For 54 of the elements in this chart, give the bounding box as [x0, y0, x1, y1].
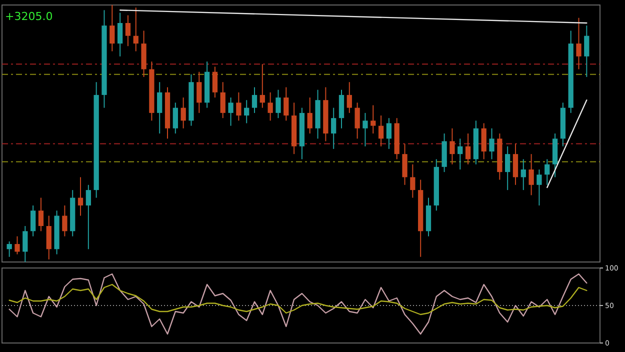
- candlestick: [520, 158, 526, 191]
- candlestick: [512, 143, 518, 186]
- candlestick: [386, 118, 392, 150]
- candlestick: [236, 92, 242, 122]
- candlestick: [576, 17, 582, 70]
- candlestick: [62, 204, 68, 237]
- candlestick: [260, 64, 265, 108]
- candlestick: [378, 115, 384, 147]
- candlestick: [133, 7, 138, 52]
- candlestick: [458, 138, 463, 170]
- candlestick: [212, 66, 218, 98]
- candlestick: [157, 82, 162, 134]
- candlestick: [252, 86, 258, 114]
- candlestick: [196, 71, 202, 114]
- candlestick: [354, 102, 360, 140]
- candlestick: [489, 128, 494, 160]
- candlestick: [220, 82, 226, 119]
- candlestick: [117, 12, 123, 57]
- candlestick: [6, 240, 12, 258]
- candlestick: [86, 184, 91, 250]
- candlestick: [38, 197, 44, 232]
- candlestick: [331, 107, 336, 150]
- candlestick: [584, 25, 590, 78]
- candlestick: [276, 89, 281, 119]
- text: +3205.0: [5, 10, 53, 23]
- candlestick: [172, 102, 178, 134]
- candlestick: [110, 4, 115, 52]
- candlestick: [528, 154, 534, 196]
- candlestick: [125, 14, 131, 47]
- candlestick: [307, 97, 312, 134]
- candlestick: [465, 133, 471, 165]
- candlestick: [544, 158, 550, 186]
- candlestick: [268, 92, 273, 122]
- candlestick: [410, 164, 416, 198]
- candlestick: [450, 128, 455, 165]
- candlestick: [244, 100, 250, 124]
- line-series: [8, 284, 588, 316]
- candlestick: [22, 226, 28, 262]
- candlestick: [338, 89, 344, 129]
- candlestick: [370, 104, 376, 134]
- line-series: [8, 273, 588, 335]
- candlestick: [284, 86, 289, 122]
- candlestick: [362, 112, 368, 147]
- candlestick: [505, 146, 510, 191]
- candlestick: [402, 143, 408, 186]
- candlestick: [228, 97, 234, 126]
- candlestick: [180, 97, 186, 129]
- candlestick: [481, 122, 486, 160]
- candlestick: [46, 215, 52, 260]
- candlestick: [536, 168, 542, 206]
- candlestick: [30, 204, 36, 237]
- candlestick: [346, 82, 352, 114]
- candlestick: [14, 236, 20, 255]
- candlestick: [78, 176, 84, 216]
